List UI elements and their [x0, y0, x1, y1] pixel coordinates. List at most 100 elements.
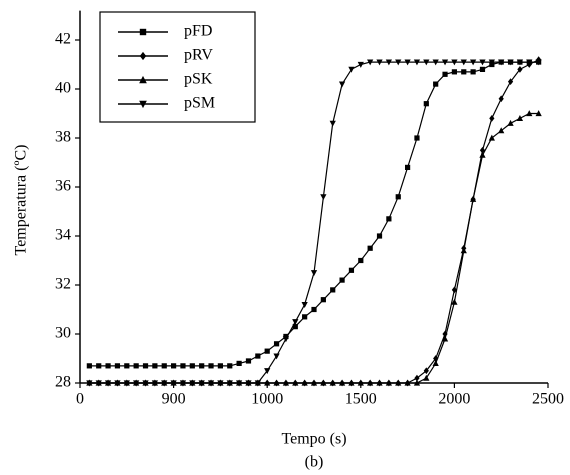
data-point [189, 380, 196, 387]
data-point [358, 257, 364, 264]
y-tick-label: 30 [55, 325, 71, 342]
data-point [498, 95, 504, 103]
legend-label: pSM [184, 95, 215, 112]
data-point [413, 59, 421, 66]
data-point [507, 59, 514, 66]
data-point [432, 59, 439, 66]
data-point [142, 363, 149, 369]
data-point [133, 380, 140, 387]
legend-marker [139, 75, 147, 84]
data-point [170, 380, 177, 387]
data-point [310, 270, 318, 277]
data-point [423, 374, 430, 381]
data-point [254, 380, 261, 387]
data-point [245, 380, 252, 387]
data-point [329, 120, 336, 127]
data-point [395, 194, 401, 200]
data-point [442, 330, 448, 338]
data-point [405, 164, 411, 170]
data-point [329, 379, 336, 386]
data-point [404, 379, 411, 386]
data-point [133, 363, 139, 369]
data-point [339, 277, 345, 283]
x-tick-label: 1500 [345, 391, 377, 408]
data-point [357, 379, 364, 386]
data-point [264, 368, 271, 375]
data-point [151, 380, 158, 387]
y-axis-label: Temperatura (ºC) [13, 145, 30, 256]
y-tick-label: 38 [55, 129, 71, 146]
data-point [395, 59, 402, 66]
data-point [255, 353, 261, 359]
data-point [236, 360, 242, 366]
data-point [507, 119, 514, 126]
data-point [338, 81, 346, 88]
data-point [488, 59, 495, 66]
data-point [348, 267, 355, 273]
data-point [376, 379, 383, 386]
data-point [526, 110, 533, 117]
data-point [142, 380, 149, 387]
data-point [460, 247, 467, 254]
series-line [89, 112, 539, 384]
data-point [516, 115, 524, 121]
data-point [404, 59, 411, 66]
data-point [395, 379, 402, 386]
y-tick-label: 40 [55, 80, 71, 97]
data-point [86, 363, 92, 369]
data-point [376, 59, 383, 66]
data-point [217, 380, 224, 387]
data-point [86, 380, 93, 387]
data-point [423, 59, 430, 66]
data-point [302, 314, 308, 320]
data-point [207, 380, 215, 387]
y-tick-label: 36 [55, 178, 71, 195]
data-point [171, 363, 177, 369]
data-point [217, 363, 223, 369]
data-point [451, 59, 458, 66]
data-point [489, 115, 495, 122]
x-tick-label: 2000 [438, 391, 470, 408]
data-point [470, 195, 477, 202]
data-point [273, 353, 280, 360]
data-point [367, 379, 374, 386]
data-point [441, 59, 449, 66]
data-point [199, 363, 205, 369]
legend-label: pFD [184, 23, 212, 40]
data-point [432, 360, 439, 366]
data-point [451, 298, 458, 305]
data-point [264, 348, 270, 354]
data-point [105, 363, 111, 369]
data-point [348, 379, 355, 386]
caption: (b) [305, 454, 324, 471]
data-point [507, 78, 514, 86]
data-point [423, 367, 429, 375]
data-point [208, 363, 214, 369]
data-point [330, 287, 336, 293]
data-point [161, 380, 168, 387]
data-point [282, 379, 290, 386]
data-point [386, 216, 392, 222]
data-point [227, 363, 233, 369]
x-tick-label: 2500 [532, 391, 564, 408]
data-point [292, 379, 299, 386]
data-point [385, 59, 392, 66]
data-point [273, 341, 280, 347]
data-point [414, 135, 420, 141]
x-tick-label: 900 [162, 391, 186, 408]
data-point [114, 380, 121, 387]
x-tick-label: 0 [76, 391, 84, 408]
data-point [470, 69, 476, 75]
data-point [320, 379, 327, 386]
data-point [498, 59, 505, 66]
data-point [526, 59, 533, 66]
data-point [479, 151, 486, 158]
data-point [264, 379, 271, 386]
data-point [114, 363, 121, 369]
data-point [442, 71, 448, 77]
y-tick-label: 34 [55, 227, 71, 244]
data-point [461, 69, 467, 75]
data-point [385, 379, 392, 386]
y-tick-label: 32 [55, 276, 71, 293]
data-point [460, 59, 467, 66]
